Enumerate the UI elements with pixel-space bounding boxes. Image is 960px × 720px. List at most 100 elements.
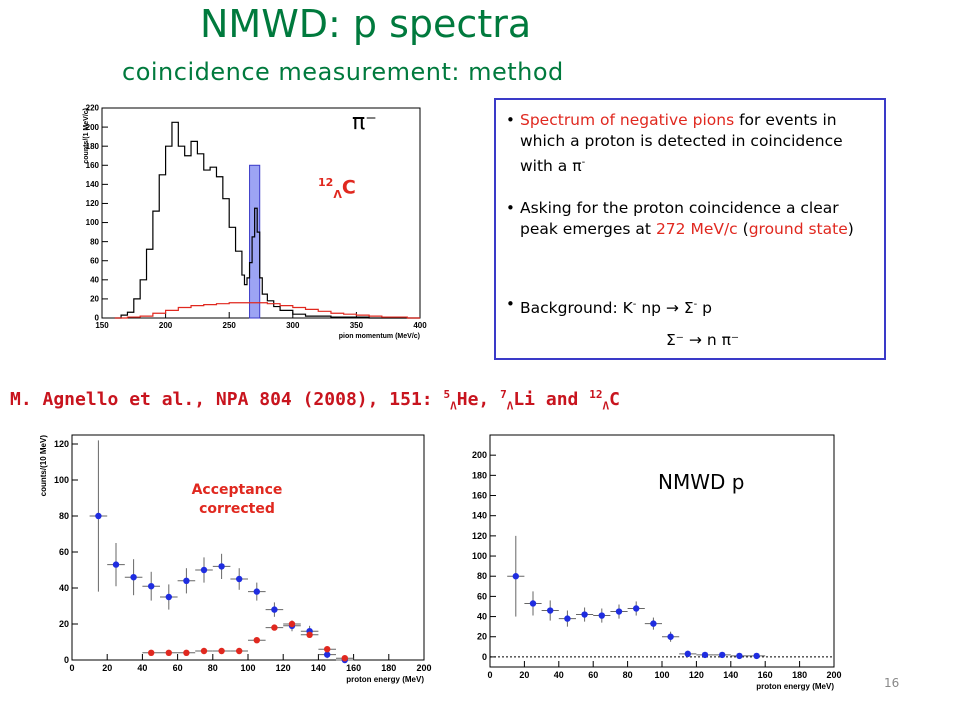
bullet-dot: •: [506, 199, 515, 217]
data-point-red: [324, 646, 331, 653]
slide-subtitle: coincidence measurement: method: [122, 58, 564, 86]
x-tick-label: 400: [413, 321, 427, 330]
data-point: [218, 563, 225, 570]
y-tick-label: 40: [477, 612, 487, 622]
y-tick-label: 80: [59, 511, 69, 521]
info-box: • Spectrum of negative pions for events …: [494, 98, 886, 360]
bullet-dot: •: [506, 111, 515, 129]
x-tick-label: 200: [416, 663, 431, 673]
y-tick-label: 80: [90, 237, 99, 246]
data-point: [719, 651, 726, 659]
x-tick-label: 150: [95, 321, 109, 330]
y-tick-label: 20: [90, 295, 99, 304]
pion-spectrum-chart: 150 200 250 300 350 400 0 20 40 60 80 100 120 140 160 1…: [83, 104, 427, 340]
x-tick-label: 100: [240, 663, 255, 673]
bullet1-text: for events in which a proton is detected…: [520, 111, 843, 176]
x-tick-label: 100: [654, 670, 669, 680]
bullet2-ground-state: ground state: [748, 220, 848, 238]
plot-frame: [71, 434, 425, 661]
data-point: [236, 575, 243, 583]
data-point: [736, 652, 743, 660]
y-tick-label: 80: [477, 571, 487, 581]
nmwd-p-label: NMWD p: [658, 470, 745, 494]
x-axis-label: proton energy (MeV): [756, 682, 834, 691]
acceptance-corrected-chart: 0 20 40 60 80 100 120 140 160 180 200 0 20 40 60 80 100 1…: [39, 434, 432, 684]
x-tick-label: 0: [487, 670, 492, 680]
data-point: [547, 607, 554, 614]
y-tick-label: 40: [59, 583, 69, 593]
data-point: [165, 593, 172, 601]
data-point: [324, 651, 331, 658]
bullet3-text-a: Background: K: [520, 299, 633, 318]
slide-number: 16: [884, 676, 900, 690]
bullet2-text-c: ): [847, 220, 854, 238]
data-point: [200, 566, 208, 574]
data-point: [253, 588, 260, 595]
background-histogram: [114, 302, 420, 319]
x-tick-label: 140: [723, 670, 738, 680]
y-tick-label: 20: [59, 619, 69, 629]
bullet3-text-b: np → Σ: [636, 299, 694, 318]
y-axis-label: counts/(1 MeV/c): [83, 108, 90, 164]
data-point: [564, 615, 571, 622]
y-tick-label: 40: [90, 275, 99, 284]
x-tick-label: 180: [792, 670, 807, 680]
y-tick-label: 140: [86, 180, 100, 189]
y-tick-label: 0: [482, 652, 487, 662]
bullet2-text-a: Asking for the proton coincidence a clea…: [520, 199, 839, 238]
c12-symbol: C: [341, 176, 356, 199]
x-tick-label: 40: [137, 663, 147, 673]
y-tick-label: 120: [54, 439, 69, 449]
x-tick-label: 200: [826, 670, 841, 680]
x-tick-label: 200: [159, 321, 173, 330]
y-tick-label: 0: [95, 314, 100, 323]
x-tick-label: 60: [588, 670, 598, 680]
y-tick-label: 220: [86, 104, 100, 113]
reference-text: M. Agnello et al., NPA 804 (2008), 151:: [10, 389, 444, 410]
bullet2-momentum: 272 MeV/c: [655, 220, 738, 238]
x-tick-label: 160: [346, 663, 361, 673]
data-point-red: [288, 620, 296, 628]
bullet2-text-b: (: [737, 220, 749, 238]
data-point-red: [253, 637, 260, 644]
y-tick-label: 160: [472, 491, 487, 501]
y-tick-label: 200: [86, 123, 100, 132]
x-axis-label: proton energy (MeV): [346, 675, 424, 684]
x-tick-label: 250: [223, 321, 237, 330]
nmwd-p-chart: 0 20 40 60 80 100 120 140 160 180 200 0 20 40 60 80 100 1…: [472, 434, 842, 691]
x-tick-label: 120: [689, 670, 704, 680]
x-tick-label: 140: [311, 663, 326, 673]
data-point: [684, 650, 691, 658]
coincidence-histogram: [114, 121, 420, 319]
y-tick-label: 180: [86, 142, 100, 151]
y-tick-label: 160: [86, 161, 100, 170]
x-tick-label: 0: [69, 663, 74, 673]
slide-title: NMWD: p spectra: [200, 2, 532, 46]
y-tick-label: 60: [59, 547, 69, 557]
data-point: [183, 577, 190, 584]
x-tick-label: 80: [623, 670, 633, 680]
data-point: [512, 573, 519, 580]
x-tick-label: 20: [102, 663, 112, 673]
x-tick-label: 160: [758, 670, 773, 680]
x-tick-label: 300: [286, 321, 300, 330]
y-tick-label: 140: [472, 511, 487, 521]
data-point-red: [271, 624, 278, 631]
y-tick-label: 60: [90, 256, 99, 265]
data-point: [701, 651, 709, 659]
y-axis-label: counts/(10 MeV): [39, 435, 48, 497]
y-tick-label: 20: [477, 632, 487, 642]
bullet-3: • Background: K- np → Σ- p: [506, 295, 713, 318]
data-point: [633, 605, 640, 612]
data-point-red: [183, 649, 190, 656]
data-point-red: [165, 649, 172, 656]
x-tick-label: 350: [350, 321, 364, 330]
y-tick-label: 100: [54, 475, 69, 485]
bullet-1: • Spectrum of negative pions for events …: [506, 110, 878, 177]
data-point-red: [341, 655, 348, 662]
bullet-3-line-2: Σ⁻ → n π⁻: [666, 331, 740, 349]
x-tick-label: 60: [173, 663, 183, 673]
reference-citation: M. Agnello et al., NPA 804 (2008), 151: …: [10, 388, 620, 413]
data-point-red: [200, 647, 208, 655]
c12-mass-number: 12: [318, 176, 334, 189]
